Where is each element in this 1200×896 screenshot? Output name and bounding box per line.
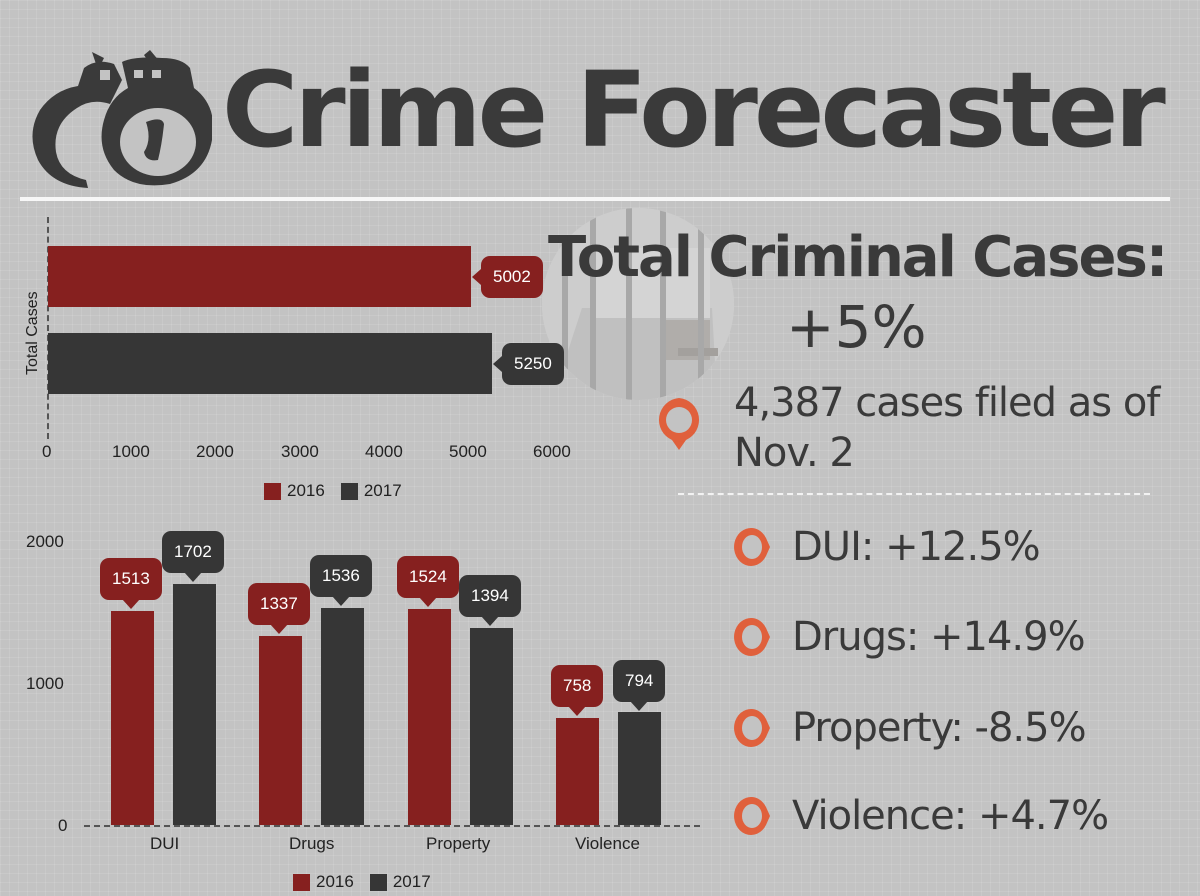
stat-label: Drugs: +14.9% <box>792 614 1086 660</box>
bar-2016-property[interactable] <box>408 609 451 825</box>
bar-2017-drugs[interactable] <box>321 608 364 825</box>
total-cases-change: +5% <box>786 293 927 361</box>
x-tick: 1000 <box>112 442 150 461</box>
y-tick: 2000 <box>26 532 64 551</box>
y-tick: 1000 <box>26 674 64 693</box>
x-tick-violence: Violence <box>575 834 640 853</box>
map-pin-icon <box>658 398 700 450</box>
x-tick: 2000 <box>196 442 234 461</box>
legend-swatch-2016 <box>293 873 310 891</box>
x-axis-line <box>84 825 700 827</box>
stat-property: Property: -8.5% <box>734 705 1087 751</box>
x-tick: 4000 <box>365 442 403 461</box>
cases-filed-line1: 4,387 cases filed as of <box>734 380 1160 426</box>
cases-filed-line2: Nov. 2 <box>734 430 855 476</box>
data-label-2017-total: 5250 <box>493 343 564 385</box>
stat-label: Property: -8.5% <box>792 705 1087 751</box>
y-axis-label: Total Cases <box>24 291 41 375</box>
y-axis-line <box>47 217 49 439</box>
x-tick: 6000 <box>533 442 571 461</box>
legend: 2016 2017 <box>264 481 402 501</box>
stat-drugs: Drugs: +14.9% <box>734 614 1086 660</box>
x-tick-dui: DUI <box>150 834 180 853</box>
header-divider <box>20 197 1170 201</box>
page-title: Crime Forecaster <box>222 49 1166 171</box>
stat-label: Violence: +4.7% <box>792 793 1109 839</box>
x-tick-drugs: Drugs <box>289 834 335 853</box>
legend-label-2017: 2017 <box>363 481 402 500</box>
cases-filed-text: 4,387 cases filed as of Nov. 2 <box>734 378 1160 478</box>
legend-swatch-2017 <box>369 873 387 891</box>
stat-label: DUI: +12.5% <box>792 524 1041 570</box>
total-cases-headline: Total Criminal Cases: <box>548 225 1168 290</box>
legend-label-2017: 2017 <box>392 872 431 891</box>
bar-2017-property[interactable] <box>470 628 513 825</box>
section-divider <box>678 493 1150 495</box>
bar-2017-dui[interactable] <box>173 584 216 825</box>
ring-marker-icon <box>734 617 770 656</box>
bar-2016-dui[interactable] <box>111 611 154 825</box>
category-bar-chart: 2000 1000 0 1513 1702 1337 1536 1524 139… <box>0 520 700 896</box>
data-label-2016-property: 1524 <box>397 556 459 607</box>
data-label-2016-violence: 758 <box>551 665 604 716</box>
x-tick: 0 <box>42 442 52 461</box>
ring-marker-icon <box>734 708 770 747</box>
x-tick-property: Property <box>426 834 491 853</box>
stat-violence: Violence: +4.7% <box>734 793 1109 839</box>
data-label-2017-violence: 794 <box>613 660 666 711</box>
legend-label-2016: 2016 <box>316 872 354 891</box>
bar-2016-total[interactable] <box>48 246 471 307</box>
bar-2017-total[interactable] <box>48 333 492 394</box>
legend-swatch-2016 <box>264 482 281 500</box>
data-label-2017-property: 1394 <box>459 575 521 626</box>
y-tick: 0 <box>58 816 68 835</box>
bar-2017-violence[interactable] <box>618 712 661 825</box>
data-label-2016-total: 5002 <box>472 256 543 298</box>
data-label-2016-dui: 1513 <box>100 558 162 609</box>
data-label-2017-drugs: 1536 <box>310 555 372 606</box>
ring-marker-icon <box>734 527 770 566</box>
ring-marker-icon <box>734 796 770 835</box>
legend-label-2016: 2016 <box>287 481 325 500</box>
handcuffs-icon <box>32 50 212 188</box>
stat-dui: DUI: +12.5% <box>734 524 1041 570</box>
jail-cell-illustration <box>542 208 734 400</box>
legend-swatch-2017 <box>340 482 358 500</box>
bar-2016-drugs[interactable] <box>259 636 302 825</box>
total-cases-bar-chart: Total Cases 5002 5250 0 1000 2000 3000 4… <box>0 205 600 505</box>
data-label-2016-drugs: 1337 <box>248 583 310 634</box>
data-label-2017-dui: 1702 <box>162 531 224 582</box>
legend: 2016 2017 <box>293 872 431 892</box>
bar-2016-violence[interactable] <box>556 718 599 825</box>
x-tick: 3000 <box>281 442 319 461</box>
x-tick: 5000 <box>449 442 487 461</box>
